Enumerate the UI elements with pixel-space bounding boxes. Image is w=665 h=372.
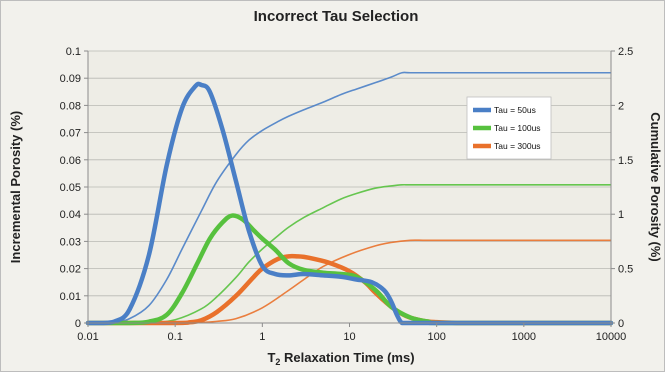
y-right-tick-label: 1.5: [618, 155, 633, 167]
y-right-tick-label: 0: [618, 318, 624, 330]
y-left-tick-label: 0.07: [60, 128, 81, 140]
x-tick-label: 10000: [596, 331, 627, 343]
y-left-tick-label: 0.01: [60, 291, 81, 303]
y-right-tick-label: 0.5: [618, 264, 633, 276]
x-tick-label: 1000: [512, 331, 536, 343]
x-tick-label: 1: [259, 331, 265, 343]
series-layer: [85, 71, 614, 326]
x-axis-label-suffix: Relaxation Time (ms): [280, 350, 414, 365]
x-tick-label: 0.1: [168, 331, 183, 343]
tick-labels: 0.01 0.1 1 10 100 1000 1000000.010.020.030.040…: [60, 46, 634, 343]
y-left-tick-label: 0.08: [60, 100, 81, 112]
legend-box: [466, 96, 552, 160]
y-left-tick-label: 0.1: [66, 46, 81, 58]
series-1-cumulative-line: [87, 71, 611, 324]
y-left-tick-label: 0.03: [60, 236, 81, 248]
legend-label-2: Tau = 100us: [494, 123, 541, 133]
chart-title: Incorrect Tau Selection: [254, 8, 419, 25]
y-axis-left-label: Incremental Porosity (%): [8, 111, 23, 263]
x-axis-label-prefix: T: [267, 350, 275, 365]
x-tick-label: 10: [343, 331, 355, 343]
series-2-cumulative-line: [87, 183, 611, 324]
y-right-tick-label: 2.5: [618, 46, 633, 58]
x-tick-label: 100: [427, 331, 445, 343]
x-axis-label-subscript: 2: [275, 357, 280, 367]
series-1-incremental-line: [85, 81, 614, 326]
legend-label-1: Tau = 50us: [494, 105, 536, 115]
y-left-tick-label: 0.05: [60, 182, 81, 194]
y-left-tick-label: 0: [75, 318, 81, 330]
y-right-tick-label: 1: [618, 209, 624, 221]
y-left-tick-label: 0.09: [60, 73, 81, 85]
legend-label-3: Tau = 300us: [494, 141, 541, 151]
y-left-tick-label: 0.04: [60, 209, 81, 221]
series-2-incremental-line: [85, 213, 614, 326]
x-axis-label: T2 Relaxation Time (ms): [267, 350, 414, 367]
y-right-tick-label: 2: [618, 100, 624, 112]
series-3-cumulative-line: [88, 239, 611, 324]
legend: Tau = 50us Tau = 100us Tau = 300us: [466, 96, 552, 160]
y-left-tick-label: 0.02: [60, 264, 81, 276]
y-axis-right-label: Cumulative Porosity (%): [648, 112, 663, 262]
x-tick-label: 0.01: [77, 331, 98, 343]
y-left-tick-label: 0.06: [60, 155, 81, 167]
